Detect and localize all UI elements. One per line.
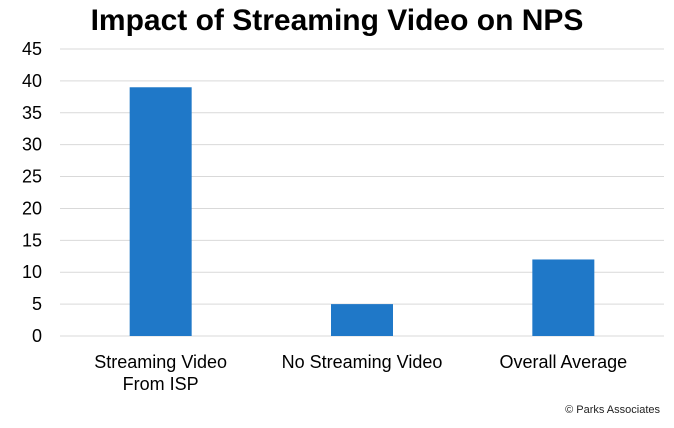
chart-title: Impact of Streaming Video on NPS xyxy=(90,4,584,37)
y-tick-label: 10 xyxy=(22,262,42,282)
y-tick-label: 0 xyxy=(32,326,42,346)
bar xyxy=(129,87,192,337)
bar xyxy=(331,304,393,336)
y-tick-label: 25 xyxy=(22,167,42,187)
x-tick-label: No Streaming Video xyxy=(282,352,443,372)
bar xyxy=(532,259,595,336)
bars xyxy=(129,87,595,337)
x-tick-label: Overall Average xyxy=(499,352,627,372)
y-tick-label: 30 xyxy=(22,135,42,155)
y-tick-label: 40 xyxy=(22,71,42,91)
copyright-note: © Parks Associates xyxy=(565,404,660,416)
y-tick-label: 45 xyxy=(22,39,42,59)
x-tick-label: Streaming Video xyxy=(94,352,227,372)
y-tick-label: 5 xyxy=(32,294,42,314)
y-tick-label: 35 xyxy=(22,103,42,123)
y-tick-label: 20 xyxy=(22,198,42,218)
y-tick-label: 15 xyxy=(22,230,42,250)
y-axis: 0 5 10 15 20 25 30 35 40 45 xyxy=(22,39,42,346)
x-tick-label: From ISP xyxy=(123,374,199,394)
